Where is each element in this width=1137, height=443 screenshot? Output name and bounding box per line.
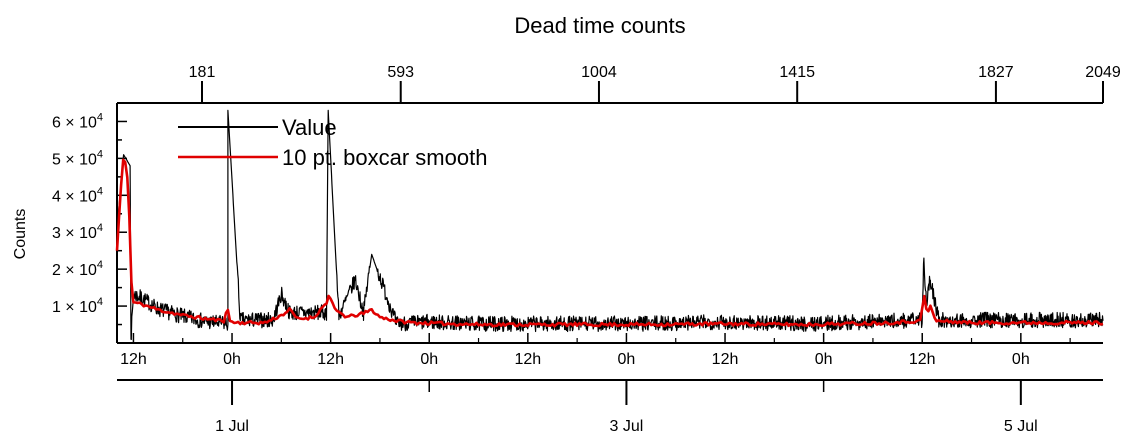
date-axis: 1 Jul 3 Jul 5 Jul — [117, 379, 1103, 435]
series-line-smooth — [115, 158, 1104, 328]
top-axis: 181 593 1004 1415 1827 2049 — [117, 64, 1121, 104]
hour-tick-label: 0h — [223, 351, 241, 368]
hour-tick-label: 0h — [420, 351, 438, 368]
hour-tick-label: 12h — [120, 351, 147, 368]
hour-tick-label: 12h — [514, 351, 541, 368]
series-layer — [115, 109, 1104, 340]
hour-tick-label: 12h — [712, 351, 739, 368]
y-tick-label: 3 × 104 — [52, 222, 103, 242]
top-tick-label: 2049 — [1085, 64, 1121, 81]
y-axis-label: Counts — [12, 209, 29, 260]
hour-tick-label: 12h — [317, 351, 344, 368]
top-tick-label: 1004 — [581, 64, 617, 81]
top-tick-label: 1827 — [978, 64, 1014, 81]
legend-label: Value — [282, 115, 337, 140]
hour-tick-label: 0h — [1012, 351, 1030, 368]
series-line-value — [116, 109, 1104, 340]
top-tick-label: 181 — [189, 64, 216, 81]
hour-tick-label: 0h — [618, 351, 636, 368]
y-axis: 1 × 104 2 × 104 3 × 104 4 × 104 5 × 104 6 × 1… — [52, 103, 127, 343]
hour-tick-label: 0h — [815, 351, 833, 368]
date-tick-label: 5 Jul — [1004, 418, 1038, 435]
top-tick-label: 1415 — [779, 64, 815, 81]
legend-label: 10 pt. boxcar smooth — [282, 145, 487, 170]
hour-tick-label: 12h — [909, 351, 936, 368]
y-tick-label: 1 × 104 — [52, 296, 103, 316]
y-tick-label: 6 × 104 — [52, 111, 103, 131]
y-tick-label: 2 × 104 — [52, 259, 103, 279]
top-tick-label: 593 — [387, 64, 414, 81]
y-tick-label: 5 × 104 — [52, 148, 103, 168]
date-tick-label: 3 Jul — [610, 418, 644, 435]
chart-title: Dead time counts — [514, 13, 685, 38]
bottom-axis: 12h 0h 12h 0h 12h 0h 12h 0h 12h 0h — [117, 333, 1103, 368]
legend: Value 10 pt. boxcar smooth — [178, 115, 487, 170]
date-tick-label: 1 Jul — [215, 418, 249, 435]
y-tick-label: 4 × 104 — [52, 185, 103, 205]
